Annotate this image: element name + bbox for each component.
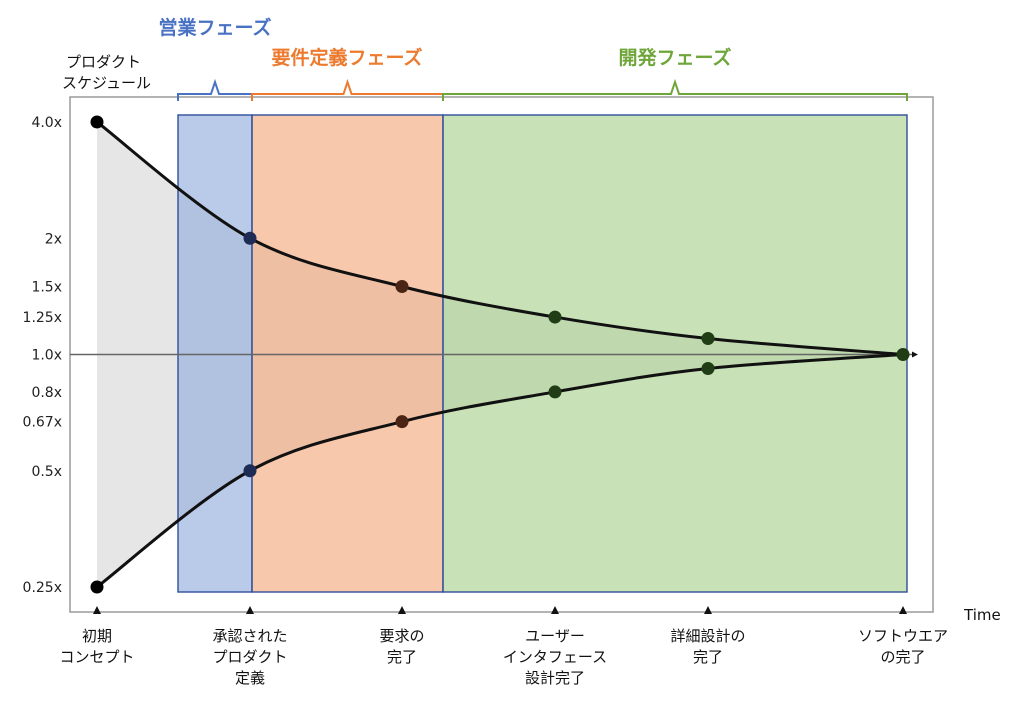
x-tick-label-4: ユーザーインタフェース設計完了 [503,627,607,687]
milestone-marker-6 [899,606,907,614]
y-tick-label-8: 0.5x [31,464,62,480]
milestone-marker-3 [398,606,406,614]
upper-bound-line [96,120,904,356]
y-tick-label-6: 0.8x [31,385,62,401]
lower-point-2 [243,464,257,478]
upper-point-1 [90,115,104,129]
upper-point-5 [701,332,715,346]
chart-title: プロダクトスケジュール [62,53,151,92]
lower-bound-line [96,353,904,589]
x-tick-label-3: 要求の完了 [379,627,424,666]
y-tick-label-3: 1.5x [31,279,62,295]
y-tick-label-1: 4.0x [31,115,62,131]
y-tick-label-5: 1.0x [31,348,62,364]
phase-title-1: 営業フェーズ [158,16,271,39]
phase-region-2 [251,114,444,593]
x-tick-label-2: 承認されたプロダクト定義 [212,627,287,687]
milestone-marker-5 [704,606,712,614]
phase-title-2: 要件定義フェーズ [271,46,422,69]
y-tick-label-7: 0.67x [23,415,62,431]
y-tick-label-2: 2x [45,231,62,247]
y-tick-label-9: 0.25x [23,580,62,596]
milestone-marker-1 [93,606,101,614]
upper-point-3 [395,279,409,293]
phase-bracket-3 [442,78,908,101]
lower-point-1 [90,580,104,594]
phase-bracket-2 [251,78,444,101]
lower-point-3 [395,415,409,429]
milestone-marker-4 [551,606,559,614]
x-tick-label-1: 初期コンセプト [59,627,134,666]
lower-point-5 [701,361,715,375]
milestone-marker-2 [246,606,254,614]
upper-point-6 [896,348,910,361]
y-tick-label-4: 1.25x [23,310,62,326]
lower-point-4 [548,385,562,399]
upper-point-2 [243,231,257,245]
time-axis-arrowhead [912,351,918,358]
x-tick-label-5: 詳細設計の完了 [670,627,745,666]
upper-point-4 [548,310,562,324]
phase-bracket-1 [177,78,253,101]
phase-region-1 [177,114,253,593]
x-axis-label: Time [963,606,1001,624]
phase-region-3 [442,114,908,593]
x-tick-label-6: ソフトウエアの完了 [858,627,948,666]
phase-title-3: 開発フェーズ [618,46,731,69]
